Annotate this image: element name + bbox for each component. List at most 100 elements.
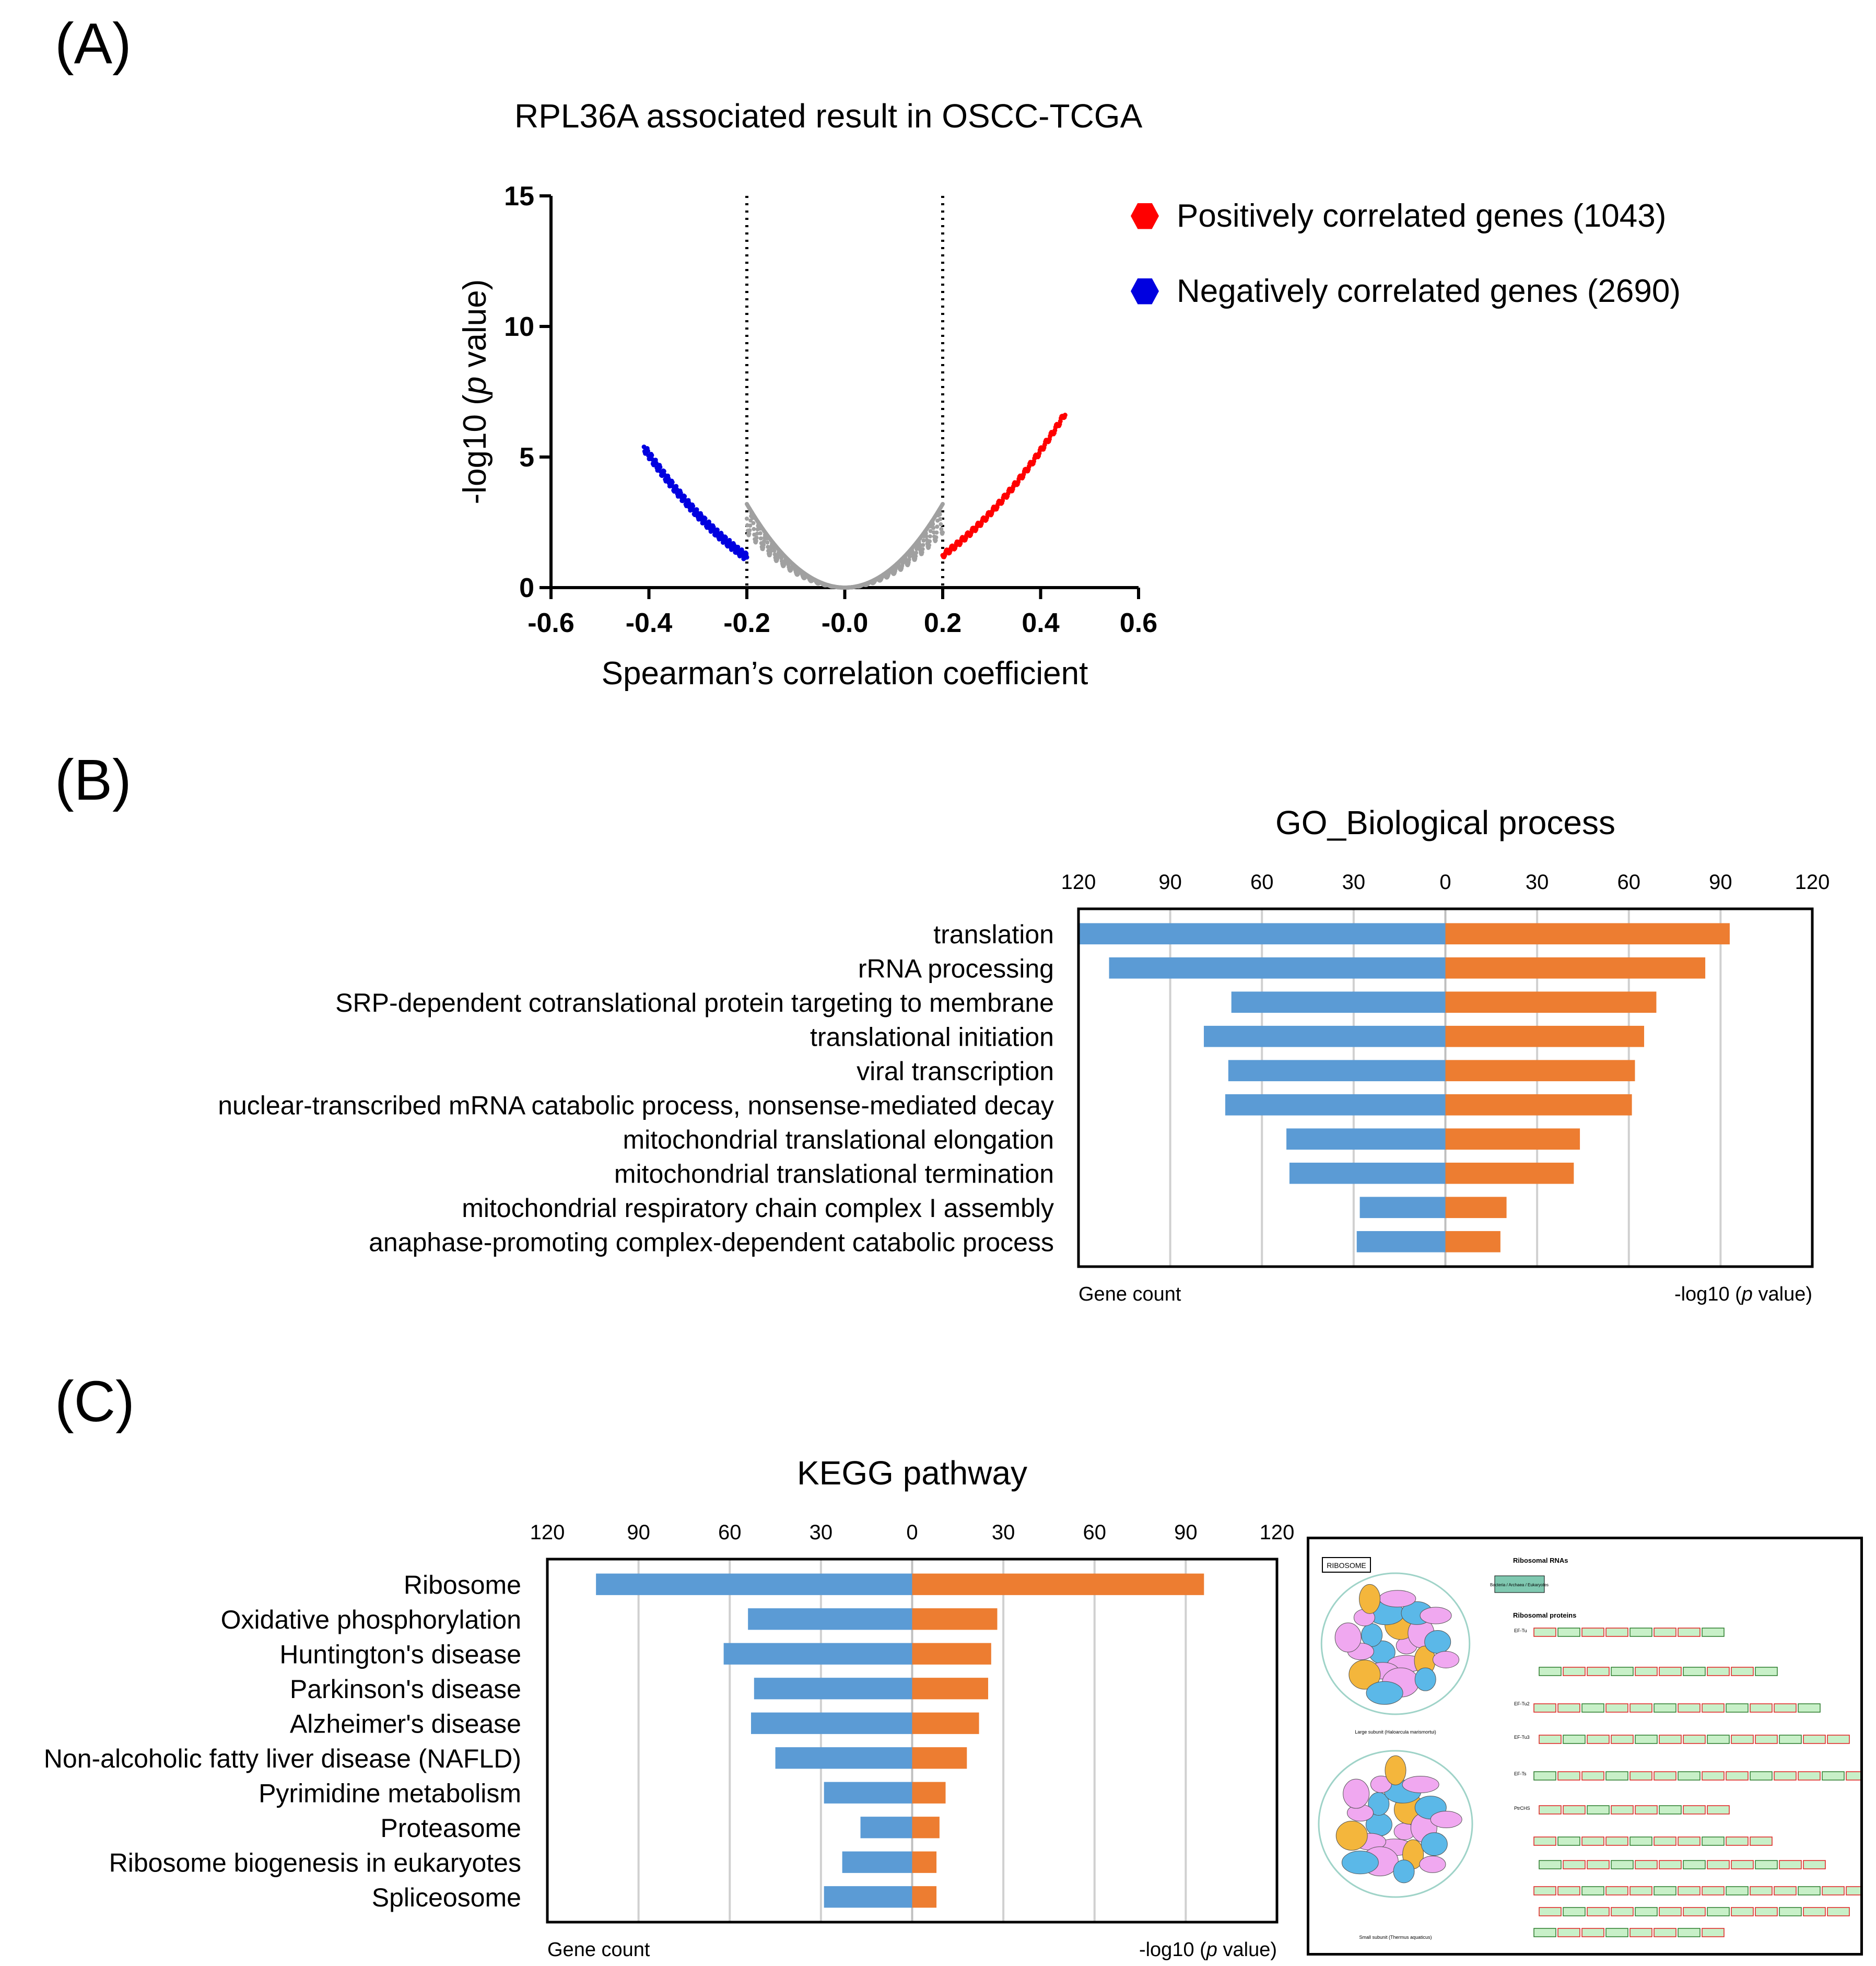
map-gene-box <box>1654 1928 1676 1937</box>
point-negative <box>683 502 688 507</box>
tick-label: 60 <box>1250 871 1274 894</box>
tick-label: 0 <box>906 1521 918 1544</box>
map-gene-box <box>1563 1907 1586 1916</box>
legend-negative-marker <box>1131 278 1159 305</box>
map-row-label: PtrCHS <box>1514 1806 1530 1811</box>
map-gene-box <box>1726 1886 1749 1895</box>
map-gene-box <box>1563 1735 1586 1744</box>
category-label: mitochondrial translational elongation <box>623 1125 1054 1154</box>
point-negative <box>659 473 664 478</box>
map-gene-box <box>1707 1860 1730 1869</box>
category-label: rRNA processing <box>858 954 1054 983</box>
map-gene-box <box>1827 1907 1850 1916</box>
map-gene-box <box>1702 1836 1725 1846</box>
point-positive <box>1062 413 1068 418</box>
bar-log-p <box>912 1817 940 1839</box>
tick-label: 120 <box>530 1521 565 1544</box>
tick-label: 30 <box>810 1521 833 1544</box>
map-row-label: EF-Ts <box>1514 1771 1527 1776</box>
map-gene-box <box>1683 1907 1706 1916</box>
map-gene-box <box>1539 1667 1562 1676</box>
map-gene-box <box>1731 1667 1754 1676</box>
legend-negative-label: Negatively correlated genes (2690) <box>1177 273 1681 309</box>
point-neutral <box>914 547 919 552</box>
tick-label: 90 <box>1174 1521 1198 1544</box>
map-gene-box <box>1557 1836 1580 1846</box>
x-axis-label: Spearman’s correlation coefficient <box>602 656 1088 692</box>
bar-log-p <box>912 1886 937 1908</box>
map-gene-box <box>1678 1886 1701 1895</box>
ribosome-protein-blob <box>1421 1832 1448 1856</box>
bar-log-p <box>912 1747 967 1769</box>
plot-frame <box>546 1558 1279 1924</box>
tick-label: 30 <box>992 1521 1015 1544</box>
map-gene-box <box>1707 1735 1730 1744</box>
point-negative <box>691 511 697 517</box>
category-label: SRP-dependent cotranslational protein ta… <box>335 988 1054 1017</box>
point-neutral <box>920 547 925 552</box>
point-neutral <box>745 517 749 521</box>
category-label: Alzheimer's disease <box>290 1709 521 1738</box>
map-gene-box <box>1726 1703 1749 1713</box>
map-gene-box <box>1654 1703 1676 1713</box>
map-gene-box <box>1629 1928 1652 1937</box>
map-gene-box <box>1798 1886 1821 1895</box>
map-gene-box <box>1563 1805 1586 1815</box>
map-gene-box <box>1635 1735 1658 1744</box>
map-gene-box <box>1803 1735 1826 1744</box>
point-negative <box>675 492 680 497</box>
map-gene-box <box>1755 1860 1778 1869</box>
map-gene-box <box>1702 1771 1725 1781</box>
category-label: Ribosome <box>404 1570 521 1599</box>
map-gene-box <box>1581 1771 1604 1781</box>
map-row-label: EF-Tu3 <box>1514 1735 1530 1740</box>
map-gene-box <box>1683 1667 1706 1676</box>
map-gene-box <box>1702 1886 1725 1895</box>
bar-gene-count <box>1225 1094 1446 1116</box>
ribosome-protein-blob <box>1366 1681 1403 1705</box>
left-axis-label: Gene count <box>547 1939 650 1961</box>
map-gene-box <box>1533 1836 1556 1846</box>
y-tick-label: 10 <box>504 312 534 342</box>
point-neutral <box>772 548 777 553</box>
ribosome-protein-blob <box>1361 1623 1383 1647</box>
ribosome-outline <box>1318 1750 1473 1898</box>
bar-log-p <box>1445 1197 1507 1219</box>
category-label: translational initiation <box>810 1022 1054 1051</box>
point-negative <box>663 477 668 482</box>
legend-positive-marker <box>1131 203 1159 229</box>
map-gene-box <box>1629 1886 1652 1895</box>
category-label: Proteasome <box>380 1813 521 1843</box>
bar-gene-count <box>1078 923 1446 945</box>
map-gene-box <box>1587 1735 1610 1744</box>
bar-gene-count <box>751 1712 912 1734</box>
map-gene-box <box>1707 1907 1730 1916</box>
map-gene-box <box>1605 1886 1628 1895</box>
bar-gene-count <box>748 1608 912 1630</box>
proteins-heading: Ribosomal proteins <box>1513 1611 1576 1619</box>
map-gene-box <box>1611 1907 1634 1916</box>
chart-title: GO_Biological process <box>1275 804 1615 841</box>
bar-log-p <box>1445 1162 1574 1184</box>
category-label: Pyrimidine metabolism <box>259 1778 521 1808</box>
map-title-box <box>1322 1557 1371 1573</box>
ribosome-protein-blob <box>1343 1778 1370 1809</box>
bar-gene-count <box>824 1782 912 1804</box>
point-negative <box>642 449 647 454</box>
map-gene-box <box>1587 1907 1610 1916</box>
bar-gene-count <box>754 1678 912 1700</box>
bar-gene-count <box>775 1747 912 1769</box>
point-negative <box>704 524 709 529</box>
plot-frame <box>1077 907 1814 1268</box>
point-negative <box>724 543 730 548</box>
map-gene-box <box>1605 1836 1628 1846</box>
map-gene-box <box>1803 1907 1826 1916</box>
bar-log-p <box>912 1851 937 1873</box>
map-gene-box <box>1611 1805 1634 1815</box>
rrna-heading: Ribosomal RNAs <box>1513 1557 1568 1564</box>
map-gene-box <box>1731 1735 1754 1744</box>
map-gene-box <box>1611 1735 1634 1744</box>
bar-gene-count <box>1228 1060 1446 1082</box>
volcano-plot: -0.6 -0.4 -0.2 -0.0 0.2 0.4 0.6 0 5 10 15 Spearman’… <box>457 181 1157 692</box>
map-gene-box <box>1605 1628 1628 1637</box>
